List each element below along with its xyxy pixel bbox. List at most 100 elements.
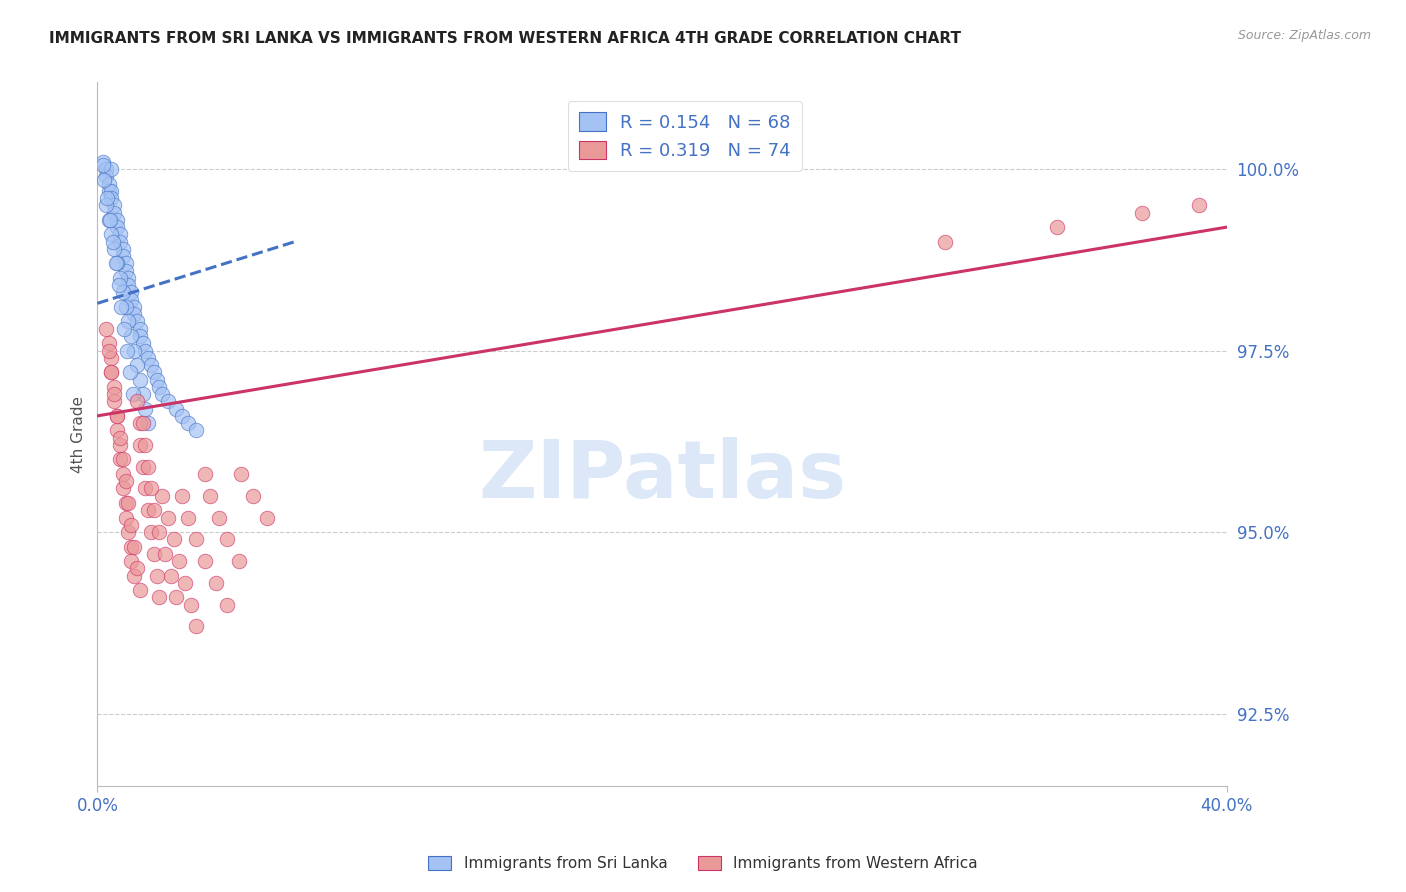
Point [142,547,165,561]
Point [131,336,153,351]
Point [128,583,150,598]
Point [208,510,231,524]
Point [114,474,136,488]
Point [122,540,145,554]
Point [114,263,136,277]
Point [103,394,125,409]
Point [148,380,170,394]
Point [100,365,122,379]
Point [156,510,179,524]
Point [131,459,153,474]
Point [128,438,150,452]
Point [105,409,128,423]
Point [100,365,122,379]
Point [186,533,208,547]
Point [91,158,114,172]
Point [103,387,125,401]
Point [165,401,187,416]
Point [94,322,117,336]
Point [142,503,165,517]
Point [128,416,150,430]
Point [91,154,114,169]
Point [231,467,253,481]
Point [125,314,148,328]
Point [180,598,202,612]
Point [134,401,156,416]
Point [134,343,156,358]
Point [122,568,145,582]
Point [186,424,208,438]
Point [217,598,239,612]
Point [120,540,142,554]
Point [120,329,142,343]
Point [142,365,165,379]
Point [934,235,956,249]
Point [96,191,118,205]
Point [94,161,117,176]
Point [108,227,131,242]
Point [105,256,128,270]
Point [97,177,120,191]
Point [194,467,217,481]
Point [150,387,173,401]
Point [108,235,131,249]
Point [125,358,148,372]
Point [174,575,197,590]
Point [117,278,139,293]
Point [114,300,136,314]
Point [111,482,134,496]
Point [139,358,162,372]
Point [170,409,193,423]
Point [105,424,128,438]
Point [150,489,173,503]
Point [108,452,131,467]
Point [131,416,153,430]
Point [1046,220,1069,235]
Point [103,242,125,256]
Point [94,198,117,212]
Point [108,431,131,445]
Point [128,329,150,343]
Point [122,307,145,321]
Point [97,343,120,358]
Point [194,554,217,568]
Point [162,533,184,547]
Point [145,568,167,582]
Point [131,387,153,401]
Point [97,212,120,227]
Point [1188,198,1211,212]
Point [128,322,150,336]
Text: IMMIGRANTS FROM SRI LANKA VS IMMIGRANTS FROM WESTERN AFRICA 4TH GRADE CORRELATIO: IMMIGRANTS FROM SRI LANKA VS IMMIGRANTS … [49,31,962,46]
Point [122,343,145,358]
Point [1130,205,1153,219]
Point [177,510,200,524]
Point [111,242,134,256]
Point [101,235,124,249]
Point [94,169,117,184]
Text: ZIPatlas: ZIPatlas [478,437,846,516]
Point [114,510,136,524]
Point [159,568,181,582]
Point [103,198,125,212]
Point [136,459,159,474]
Point [148,524,170,539]
Point [122,300,145,314]
Point [100,184,122,198]
Point [112,322,135,336]
Point [125,561,148,575]
Point [103,380,125,394]
Point [120,285,142,300]
Point [117,496,139,510]
Point [114,496,136,510]
Point [200,489,222,503]
Point [148,591,170,605]
Point [111,467,134,481]
Point [136,503,159,517]
Point [118,365,141,379]
Point [121,387,143,401]
Point [139,524,162,539]
Point [111,285,134,300]
Point [139,482,162,496]
Point [228,554,250,568]
Point [134,438,156,452]
